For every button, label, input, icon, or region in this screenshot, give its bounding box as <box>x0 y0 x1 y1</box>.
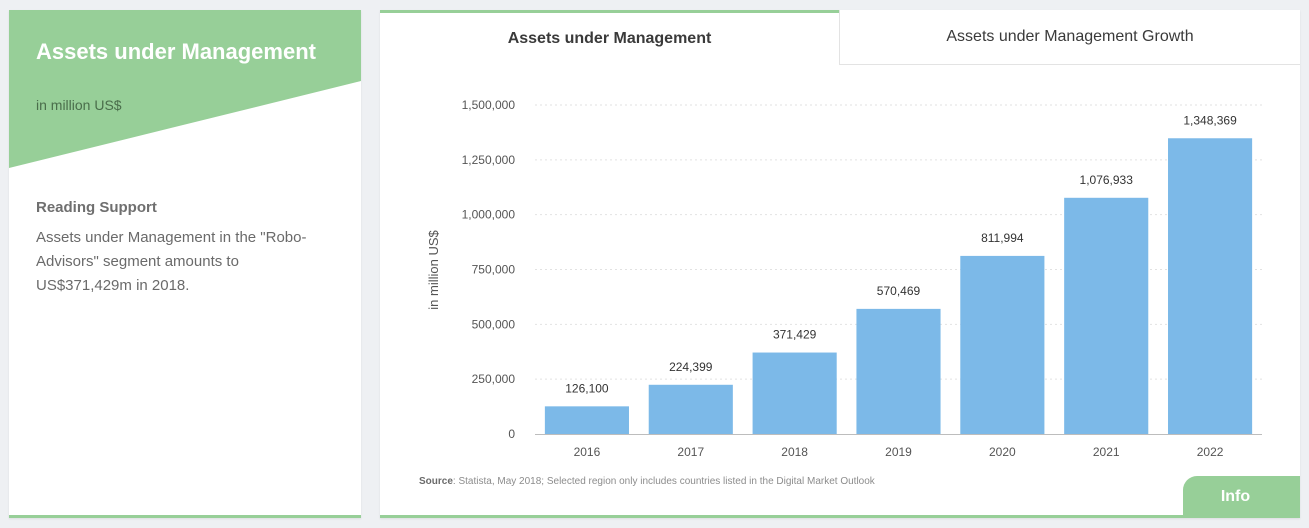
x-tick-label: 2020 <box>989 445 1016 459</box>
data-label: 224,399 <box>669 360 713 374</box>
card-title: Assets under Management <box>36 39 316 64</box>
source-text: : Statista, May 2018; Selected region on… <box>452 476 875 487</box>
tab-assets-under-management[interactable]: Assets under Management <box>380 10 839 65</box>
x-tick-label: 2021 <box>1093 445 1120 459</box>
tab-assets-under-management-growth[interactable]: Assets under Management Growth <box>839 10 1300 65</box>
data-label: 371,429 <box>773 328 817 342</box>
y-tick-label: 750,000 <box>472 263 516 277</box>
x-tick-label: 2017 <box>677 445 704 459</box>
x-tick-label: 2018 <box>781 445 808 459</box>
bar <box>648 384 733 434</box>
info-button[interactable]: Info <box>1183 476 1300 515</box>
bar <box>752 352 837 434</box>
bar-chart: 0 250,000 500,000 750,000 1,000,000 1,250,000… <box>426 98 1262 459</box>
y-tick-label: 500,000 <box>472 317 516 331</box>
bar <box>1064 197 1149 434</box>
x-tick-label: 2019 <box>885 445 912 459</box>
data-label: 570,469 <box>877 284 921 298</box>
source-note: Source: Statista, May 2018; Selected reg… <box>419 476 875 487</box>
reading-support-text: Assets under Management in the "Robo-Adv… <box>36 229 307 294</box>
bar <box>856 308 941 434</box>
reading-support-card: Assets under Management in million US$ R… <box>9 10 361 518</box>
bar <box>960 255 1045 434</box>
data-label: 811,994 <box>981 231 1024 245</box>
data-label: 1,076,933 <box>1080 173 1134 187</box>
x-tick-label: 2022 <box>1197 445 1224 459</box>
y-tick-label: 1,000,000 <box>462 208 516 222</box>
bar <box>1168 138 1253 434</box>
chart-card: Assets under Management Assets under Man… <box>380 10 1300 518</box>
reading-support-heading: Reading Support <box>36 199 157 216</box>
y-tick-label: 1,250,000 <box>462 153 516 167</box>
card-subtitle: in million US$ <box>36 97 122 113</box>
title-banner <box>9 10 361 168</box>
y-tick-label: 1,500,000 <box>462 98 516 112</box>
y-tick-label: 250,000 <box>472 372 516 386</box>
x-tick-label: 2016 <box>574 445 601 459</box>
bar <box>544 406 629 434</box>
data-label: 1,348,369 <box>1183 113 1237 127</box>
y-tick-label: 0 <box>508 427 515 441</box>
y-axis-label: in million US$ <box>426 229 441 309</box>
data-label: 126,100 <box>565 381 609 395</box>
source-label: Source <box>419 476 453 487</box>
